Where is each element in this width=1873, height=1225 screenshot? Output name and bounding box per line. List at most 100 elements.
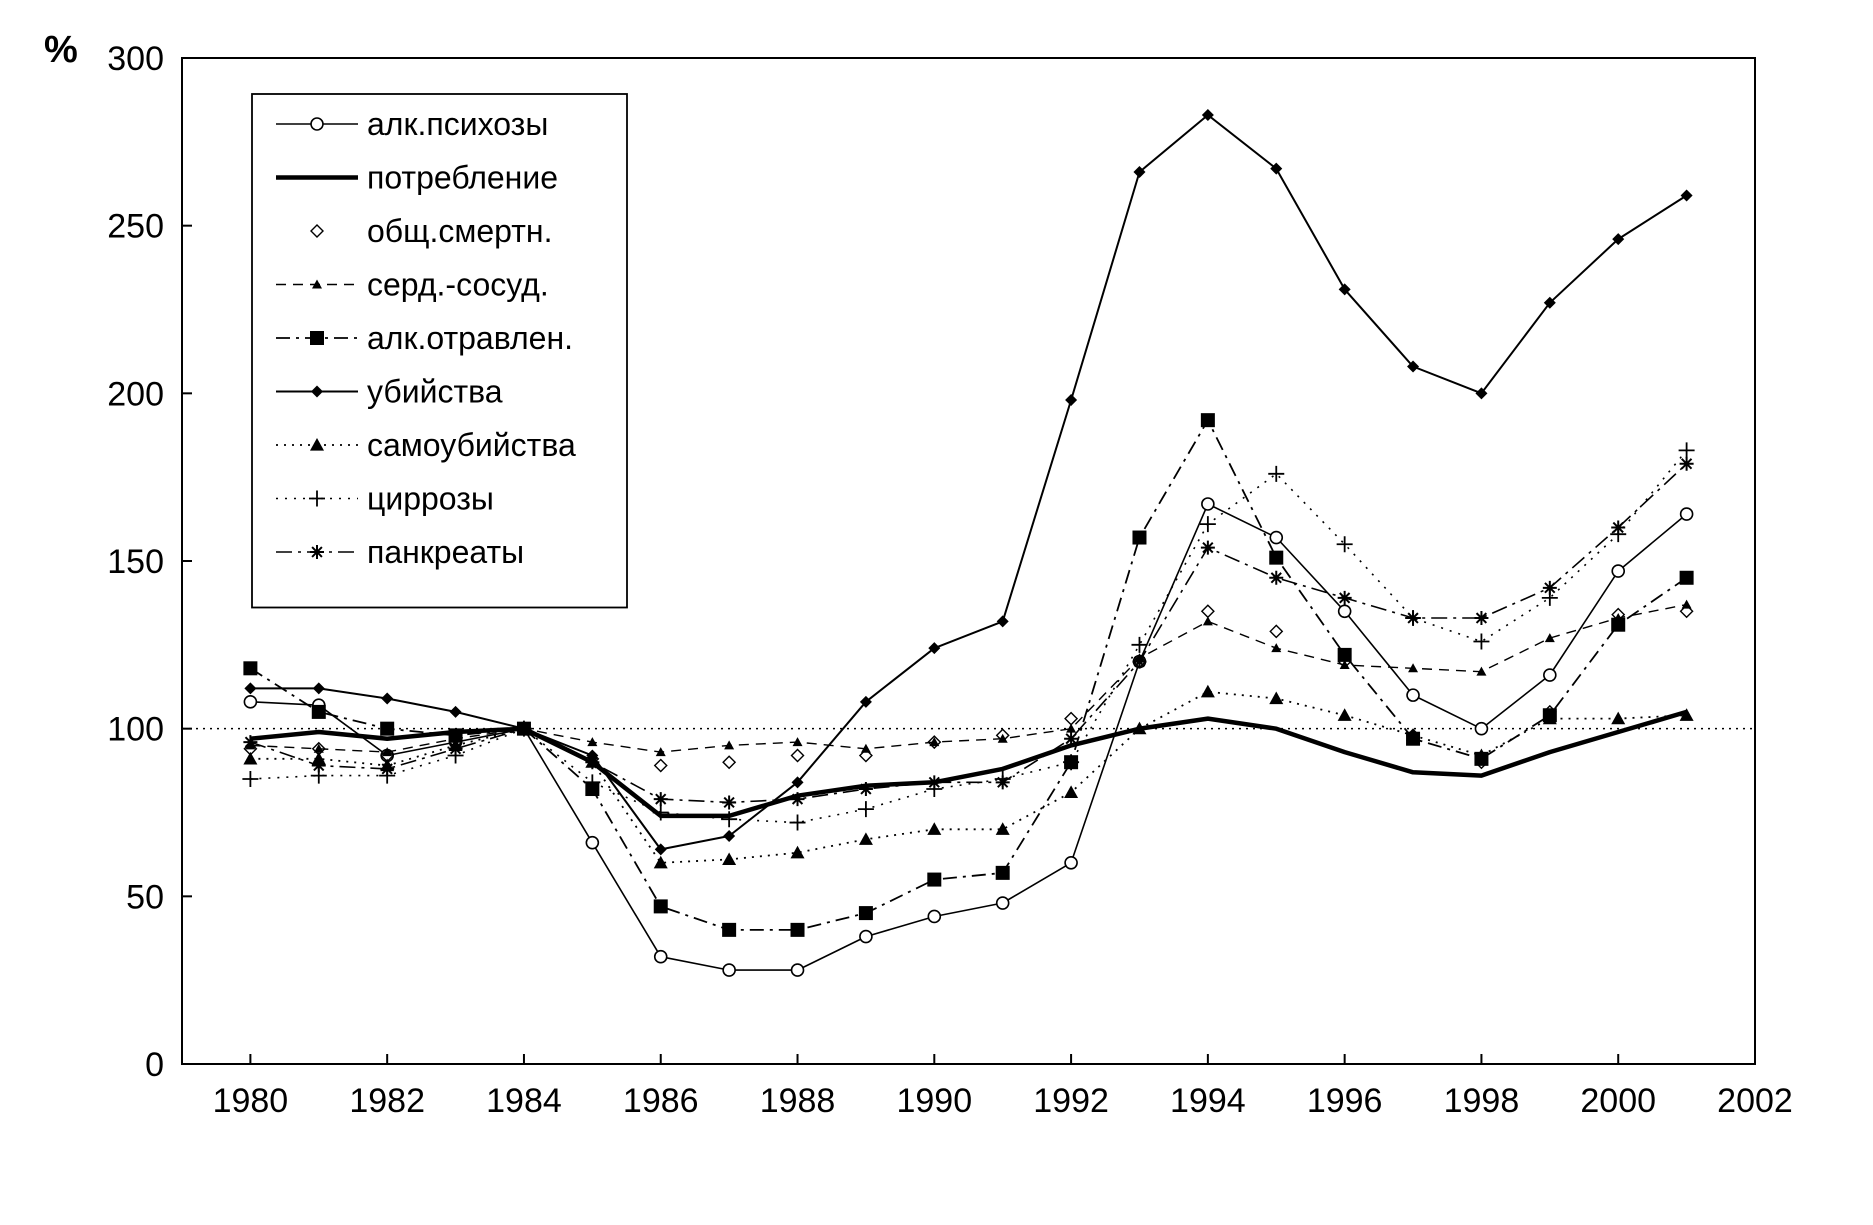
data-point [723,829,736,842]
data-point [1201,497,1215,511]
data-point [1269,570,1284,585]
legend-item: убийства [276,374,503,410]
legend-item: панкреаты [276,534,524,570]
axes: 1980 1982 1984 1986 1988 1990 1992 1994 1996 1998… [107,40,1793,1120]
data-point [1543,668,1557,682]
x-tick-label: 1986 [623,1082,699,1120]
data-point [653,855,668,869]
legend-swatch-marker [309,490,325,507]
data-point [1133,166,1146,179]
series-1 [250,709,1688,819]
series-8 [243,456,1694,810]
data-point [653,758,668,773]
data-point [1271,643,1282,653]
data-point [995,896,1010,910]
data-point [585,835,600,850]
data-point [1066,723,1077,733]
y-tick-label: 0 [145,1046,164,1084]
data-point [1475,387,1488,400]
data-point [1476,666,1487,676]
legend-label: серд.-сосуд. [367,267,549,303]
legend-label: убийства [367,374,503,410]
data-point [587,737,598,747]
data-point [516,721,531,736]
data-point [790,963,805,977]
legend-item: общ.смертн. [310,213,552,249]
data-point [1269,624,1284,639]
data-point [311,758,326,773]
data-point [243,735,258,750]
data-point [1132,654,1147,669]
data-point [1679,507,1694,521]
data-point [1268,465,1285,482]
legend-label: алк.психозы [367,106,548,142]
series-5 [244,109,1693,856]
data-point [1337,647,1352,662]
data-point [1337,590,1352,605]
x-tick-label: 1984 [486,1082,562,1120]
legend-label: циррозы [367,481,494,517]
data-point [1201,109,1214,122]
data-point [243,751,258,765]
data-point [653,949,668,964]
data-point [380,721,395,736]
legend-item: потребление [276,160,558,196]
y-tick-label: 150 [107,543,164,581]
data-point [1132,530,1147,545]
data-point [858,782,873,797]
data-point [1199,516,1216,533]
series-line [250,709,1688,819]
series-line [250,114,1688,851]
data-point [312,682,325,695]
series-group [242,109,1695,977]
data-point [244,682,257,695]
data-point [927,775,942,790]
data-point [242,770,259,787]
data-point [1064,785,1079,798]
data-point [722,963,736,977]
data-point [1679,708,1694,721]
legend-item: алк.психозы [276,106,548,142]
data-point [1065,394,1078,407]
series-line [249,419,1688,931]
data-point [1339,659,1350,669]
data-point [928,642,941,655]
data-point [927,909,942,924]
data-point [1542,711,1557,725]
data-point [1611,617,1626,632]
data-point [791,776,804,789]
data-point [243,661,258,676]
data-point [449,705,462,718]
data-point [1681,599,1692,609]
legend-label: панкреаты [367,534,524,570]
y-tick-label: 250 [107,208,164,246]
series-4 [243,413,1694,937]
data-point [1612,233,1625,246]
data-point [927,822,942,835]
legend-swatch-marker [312,279,322,289]
x-tick-label: 1988 [760,1082,836,1120]
data-point [1063,754,1080,771]
data-point [1406,611,1421,626]
data-point [1337,604,1352,619]
legend-label: самоубийства [367,427,576,463]
data-point [1680,189,1693,202]
data-point [1064,731,1079,746]
data-point [1678,442,1695,459]
data-point [1200,540,1215,555]
data-point [380,761,395,776]
data-point [1269,691,1284,705]
data-point [1131,636,1148,653]
data-point [653,792,668,807]
data-point [724,740,735,750]
data-point [1679,570,1694,585]
y-tick-label: 50 [126,878,164,916]
data-point [243,695,258,709]
data-point [1200,604,1215,619]
x-tick-label: 1994 [1170,1082,1246,1120]
data-point [1408,663,1419,673]
data-point [1270,162,1283,175]
data-point [382,747,393,757]
legend-swatch-marker [310,438,324,451]
